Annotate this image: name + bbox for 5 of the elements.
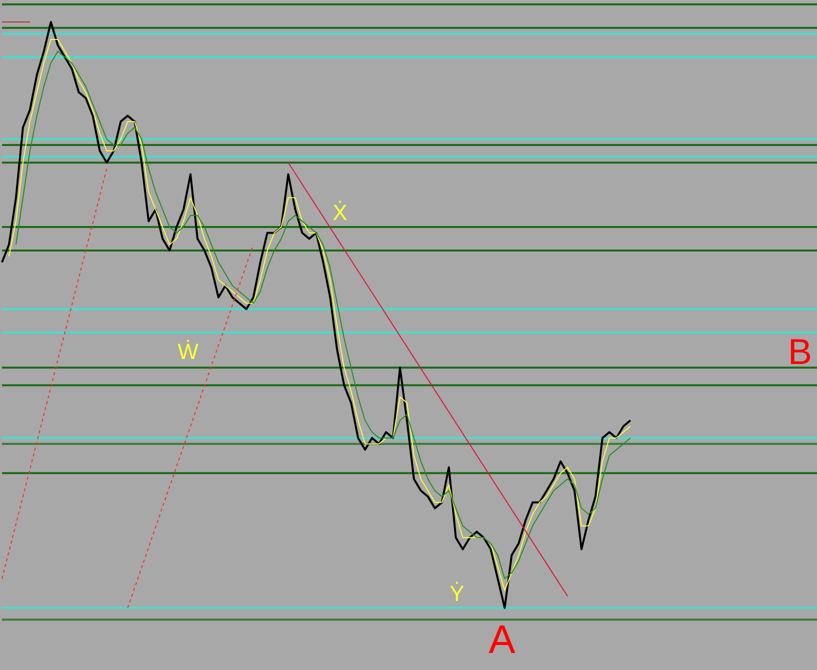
- annotation: Ẋ: [332, 200, 348, 225]
- text: B: [788, 331, 812, 372]
- annotation: Ẏ: [450, 581, 464, 606]
- text: A: [488, 618, 516, 662]
- annotation: Ẇ: [178, 339, 198, 364]
